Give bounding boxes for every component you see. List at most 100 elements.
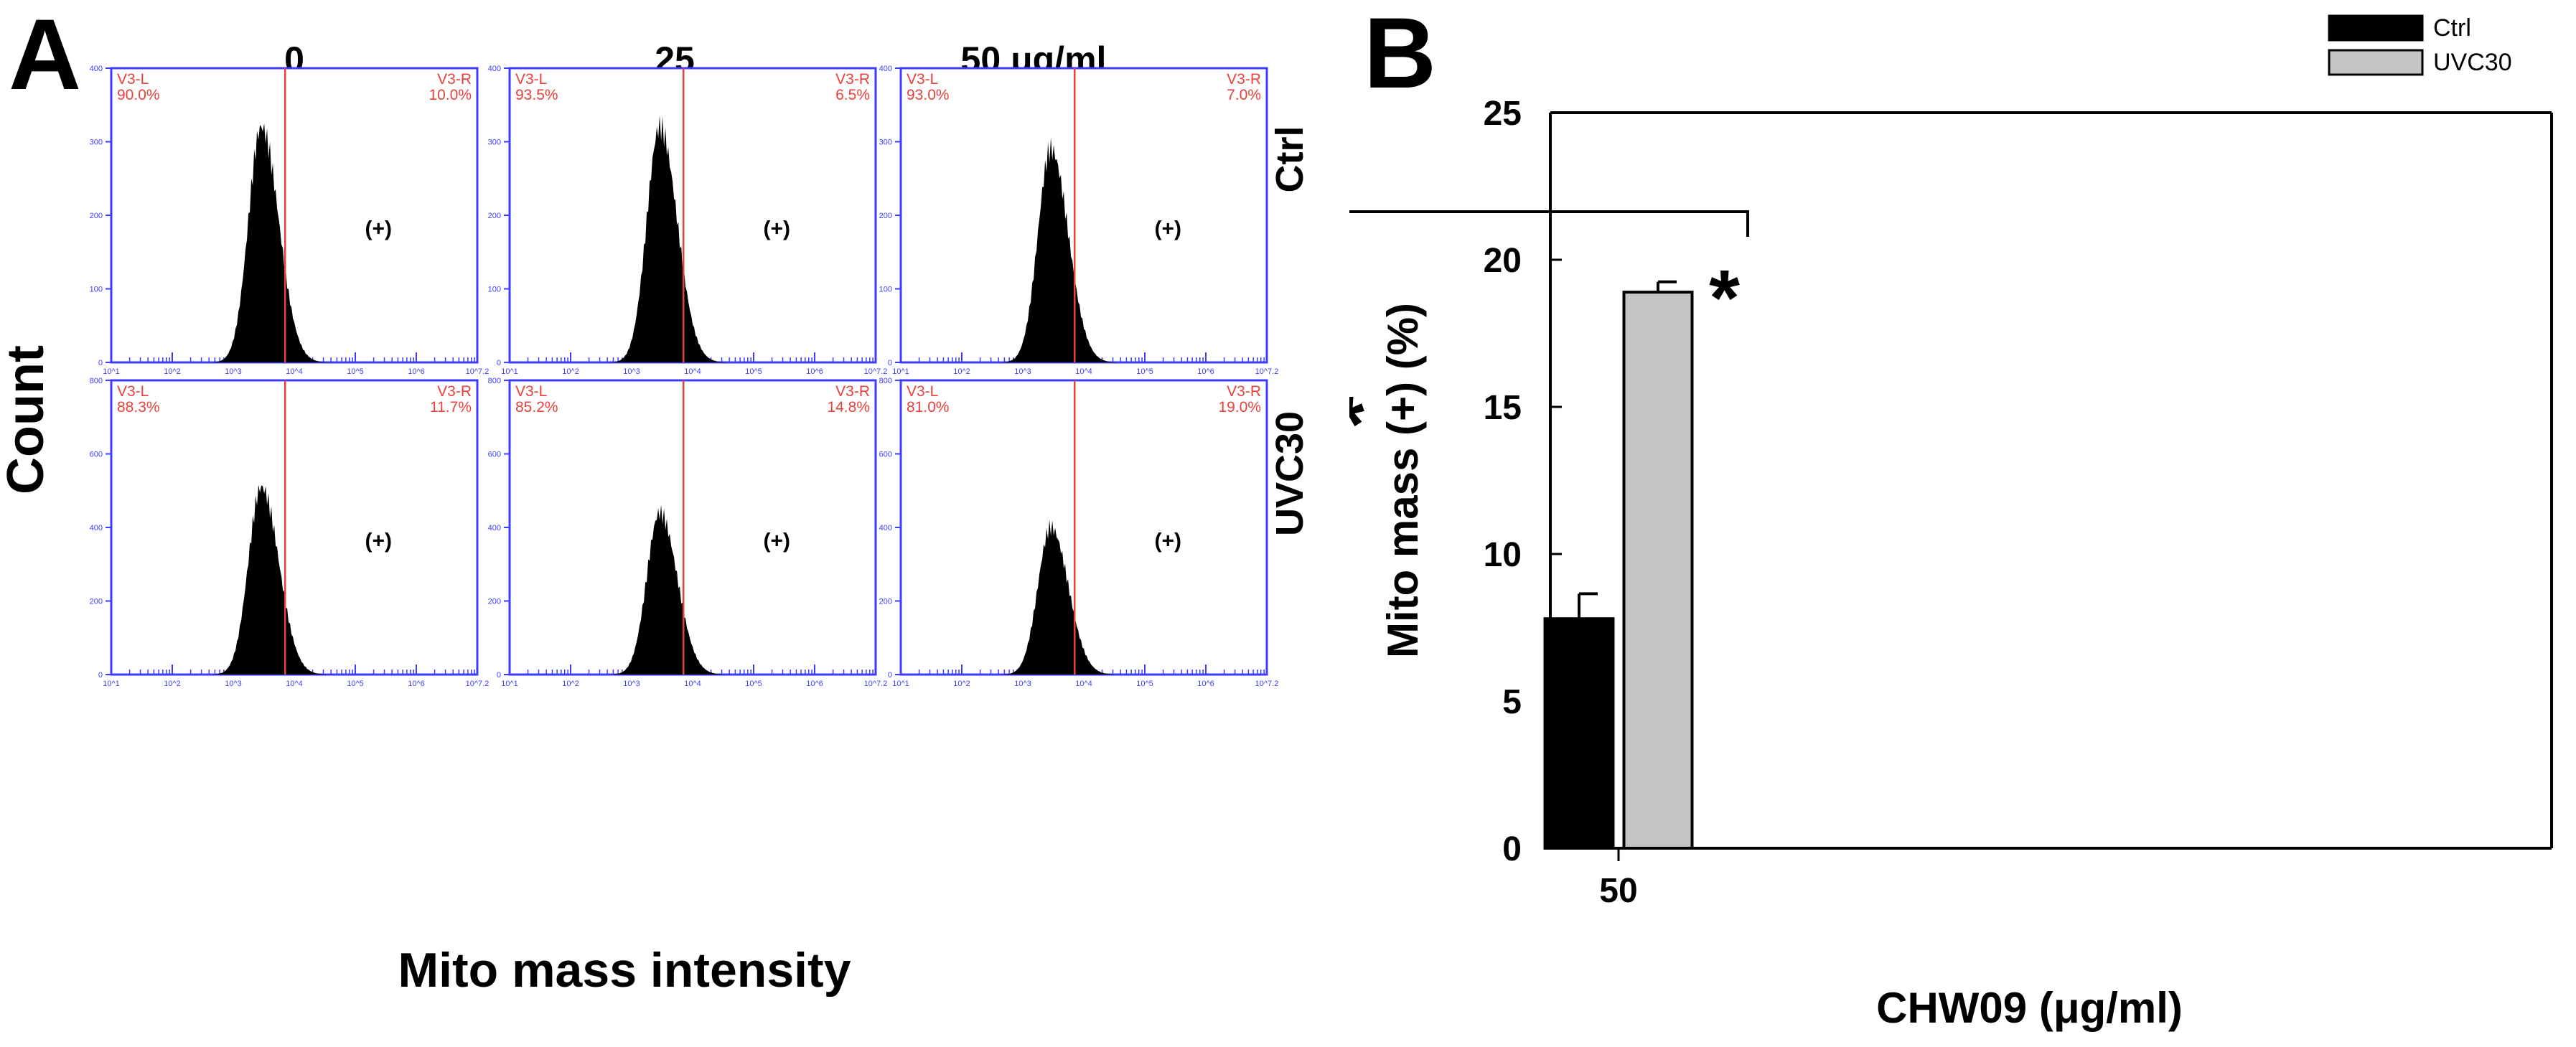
gate-right-name: V3-R [1227, 71, 1261, 88]
y-tick-label: 15 [1484, 389, 1522, 427]
x-tick-label: 10^4 [286, 680, 303, 688]
significance-bracket [1349, 210, 1749, 237]
y-tick-label: 400 [488, 65, 501, 73]
y-tick-label: 400 [90, 524, 103, 532]
y-tick-label: 400 [488, 524, 501, 532]
positive-region-marker: (+) [764, 217, 791, 241]
y-tick-label: 200 [90, 598, 103, 606]
gate-right-name: V3-R [835, 71, 870, 88]
x-tick-label: 10^6 [408, 367, 425, 376]
histogram-uvc30-1: 800 600 400 200 010^1 10^2 10^3 10^4 10^5 10^6 10^… [488, 377, 888, 688]
x-tick-label: 10^6 [408, 680, 425, 688]
histogram-distribution [609, 504, 739, 675]
x-tick-label: 10^2 [164, 680, 181, 688]
x-tick-label: 10^7.2 [864, 367, 888, 376]
y-tick-label: 0 [497, 671, 501, 680]
x-tick-label: 10^5 [745, 367, 762, 376]
histogram-ctrl-1: 400 300 200 100 010^1 10^2 10^3 10^4 10^5 10^6 10^… [488, 65, 888, 376]
gate-right-name: V3-R [437, 71, 472, 88]
y-tick-label: 0 [98, 359, 103, 367]
histogram-uvc30-0: 800 600 400 200 010^1 10^2 10^3 10^4 10^5 10^6 10^… [90, 377, 490, 688]
bar-uvc30-50 [1622, 291, 1694, 850]
histogram-distribution [1001, 520, 1130, 675]
x-tick-label: 10^4 [684, 367, 701, 376]
y-tick-label: 600 [90, 451, 103, 459]
gate-left-name: V3-L [117, 71, 149, 88]
x-tick-label: 10^3 [1014, 680, 1031, 688]
y-tick-label: 5 [1502, 683, 1522, 721]
gate-left-percent: 85.2% [515, 399, 558, 415]
legend-swatch-uvc30 [2328, 49, 2424, 76]
y-tick-label: 300 [90, 138, 103, 147]
x-tick-label: 10^1 [501, 367, 518, 376]
histogram-frame [110, 67, 479, 364]
y-tick-label: 300 [879, 138, 892, 147]
x-tick-label: 10^3 [225, 680, 242, 688]
positive-region-marker: (+) [1155, 530, 1182, 553]
x-tick-label: 10^7.2 [466, 367, 490, 376]
x-tick-label: 10^3 [623, 680, 640, 688]
positive-region-marker: (+) [764, 530, 791, 553]
bar-ctrl-50 [1543, 617, 1615, 850]
y-tick-label: 600 [879, 451, 892, 459]
y-tick-label: 800 [90, 377, 103, 385]
gate-left-percent: 81.0% [907, 399, 950, 415]
gate-right-percent: 14.8% [827, 399, 870, 415]
y-tick-label: 400 [879, 65, 892, 73]
x-tick-label: 10^6 [806, 367, 823, 376]
x-tick-label: 10^5 [1136, 680, 1153, 688]
x-tick-label: 10^3 [225, 367, 242, 376]
histogram-distribution [211, 484, 341, 675]
y-tick-label: 800 [879, 377, 892, 385]
x-tick-label: 10^4 [684, 680, 701, 688]
x-tick-label: 10^2 [164, 367, 181, 376]
gate-right-name: V3-R [1227, 383, 1261, 400]
histogram-distribution [609, 115, 739, 362]
positive-region-marker: (+) [365, 217, 393, 241]
gate-left-name: V3-L [907, 383, 938, 400]
x-tick-label: 10^5 [745, 680, 762, 688]
y-tick-label: 800 [488, 377, 501, 385]
x-tick-label: 10^2 [953, 367, 970, 376]
x-tick-label: 10^1 [892, 367, 909, 376]
positive-region-marker: (+) [365, 530, 393, 553]
y-tick-label: 0 [98, 671, 103, 680]
histogram-ctrl-0: 400 300 200 100 010^1 10^2 10^3 10^4 10^5 10^6 10^… [90, 65, 490, 376]
x-axis-label: CHW09 (μg/ml) [1876, 984, 2183, 1032]
legend-label-ctrl: Ctrl [2433, 14, 2471, 42]
x-tick-label: 10^4 [1075, 680, 1092, 688]
y-tick-label: 200 [488, 212, 501, 220]
x-tick-label: 10^5 [347, 367, 364, 376]
y-tick-label: 0 [888, 359, 892, 367]
gate-left-percent: 90.0% [117, 87, 160, 103]
gate-right-percent: 10.0% [428, 87, 472, 103]
x-tick-label: 10^7.2 [1255, 680, 1279, 688]
y-tick-label: 0 [888, 671, 892, 680]
y-tick-label: 400 [90, 65, 103, 73]
x-tick-label: 10^7.2 [1255, 367, 1279, 376]
x-tick-label: 10^2 [953, 680, 970, 688]
gate-left-name: V3-L [515, 383, 547, 400]
significance-star: * [1349, 380, 1364, 469]
x-tick-label: 10^1 [501, 680, 518, 688]
positive-region-marker: (+) [1155, 217, 1182, 241]
x-tick-label: 10^7.2 [864, 680, 888, 688]
legend-swatch-ctrl [2328, 14, 2424, 42]
y-tick-label: 100 [488, 286, 501, 294]
gate-left-name: V3-L [117, 383, 149, 400]
y-axis-label: Mito mass (+) (%) [1379, 303, 1427, 658]
histogram-frame [899, 67, 1268, 364]
gate-left-percent: 93.5% [515, 87, 558, 103]
histogram-distribution [1001, 137, 1130, 362]
significance-star: * [1709, 254, 1740, 342]
gate-right-name: V3-R [835, 383, 870, 400]
x-tick-label: 10^4 [1075, 367, 1092, 376]
histogram-distribution [211, 123, 341, 363]
gate-right-percent: 11.7% [430, 399, 472, 415]
x-tick-label: 10^5 [347, 680, 364, 688]
x-tick-label: 10^6 [1197, 680, 1214, 688]
y-tick-label: 200 [879, 212, 892, 220]
histogram-frame [899, 379, 1268, 676]
